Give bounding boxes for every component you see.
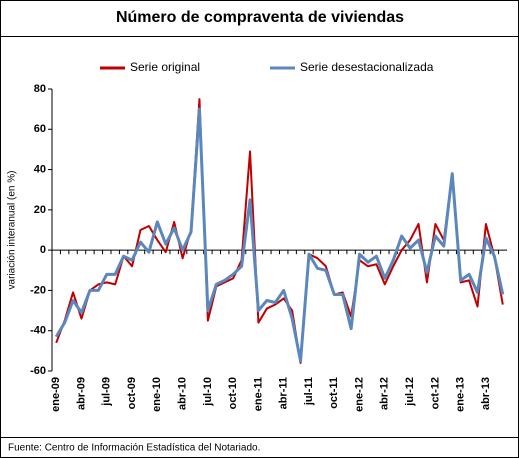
legend-label: Serie original <box>130 60 200 74</box>
x-tick-label: oct-10 <box>227 377 239 409</box>
x-tick-label: abr-09 <box>75 377 87 410</box>
y-tick-label: 0 <box>40 244 46 256</box>
x-tick-label: ene-13 <box>455 377 467 412</box>
series-line <box>54 107 505 363</box>
x-tick-label: oct-11 <box>328 377 340 409</box>
x-tick-label: ene-11 <box>252 377 264 411</box>
x-tick-label: ene-10 <box>151 377 163 412</box>
x-tick-label: abr-13 <box>480 377 492 410</box>
legend-label: Serie desestacionalizada <box>300 60 434 74</box>
x-tick-label: abr-12 <box>379 377 391 410</box>
source: Fuente: Centro de Información Estadístic… <box>8 443 260 454</box>
y-tick-label: 40 <box>34 163 46 175</box>
y-tick-label: -60 <box>30 365 46 377</box>
x-tick-label: abr-10 <box>177 377 189 410</box>
x-tick-label: jul-12 <box>404 377 416 407</box>
x-tick-label: abr-11 <box>278 377 290 409</box>
y-axis-label: variación interanual (en %) <box>7 171 18 290</box>
y-tick-label: 20 <box>34 204 46 216</box>
y-tick-label: 80 <box>34 83 46 95</box>
x-tick-label: jul-09 <box>101 377 113 407</box>
y-tick-label: -40 <box>30 325 46 337</box>
chart-title: Número de compraventa de viviendas <box>116 9 404 26</box>
x-tick-label: oct-09 <box>126 377 138 409</box>
y-tick-label: -20 <box>30 284 46 296</box>
y-tick-label: 60 <box>34 123 46 135</box>
x-tick-label: ene-09 <box>50 377 62 412</box>
x-tick-label: jul-10 <box>202 377 214 407</box>
x-tick-label: jul-11 <box>303 377 315 406</box>
x-tick-label: oct-12 <box>429 377 441 409</box>
x-tick-label: ene-12 <box>353 377 365 412</box>
